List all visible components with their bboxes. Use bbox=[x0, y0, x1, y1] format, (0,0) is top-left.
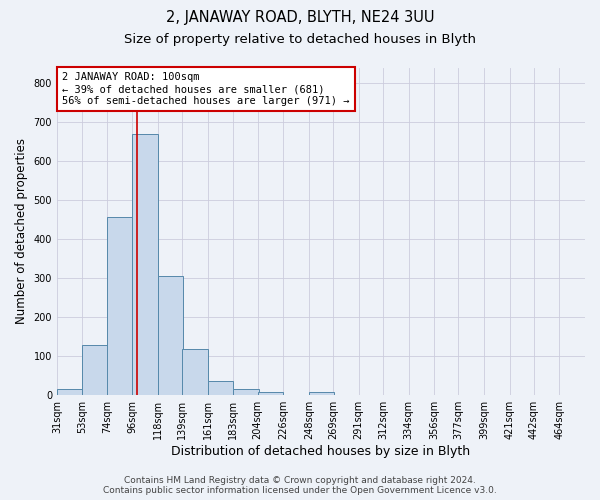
Text: 2, JANAWAY ROAD, BLYTH, NE24 3UU: 2, JANAWAY ROAD, BLYTH, NE24 3UU bbox=[166, 10, 434, 25]
Bar bbox=[208, 381, 233, 394]
Text: 2 JANAWAY ROAD: 100sqm
← 39% of detached houses are smaller (681)
56% of semi-de: 2 JANAWAY ROAD: 100sqm ← 39% of detached… bbox=[62, 72, 350, 106]
Text: Size of property relative to detached houses in Blyth: Size of property relative to detached ho… bbox=[124, 32, 476, 46]
Bar bbox=[158, 276, 184, 394]
Text: Contains HM Land Registry data © Crown copyright and database right 2024.
Contai: Contains HM Land Registry data © Crown c… bbox=[103, 476, 497, 495]
Bar bbox=[233, 389, 259, 394]
Bar bbox=[133, 134, 158, 394]
Y-axis label: Number of detached properties: Number of detached properties bbox=[15, 138, 28, 324]
Bar bbox=[258, 392, 283, 394]
Bar bbox=[82, 345, 108, 395]
Bar bbox=[107, 218, 133, 394]
Bar bbox=[182, 348, 208, 395]
X-axis label: Distribution of detached houses by size in Blyth: Distribution of detached houses by size … bbox=[172, 444, 470, 458]
Bar bbox=[309, 392, 334, 394]
Bar bbox=[57, 389, 82, 394]
